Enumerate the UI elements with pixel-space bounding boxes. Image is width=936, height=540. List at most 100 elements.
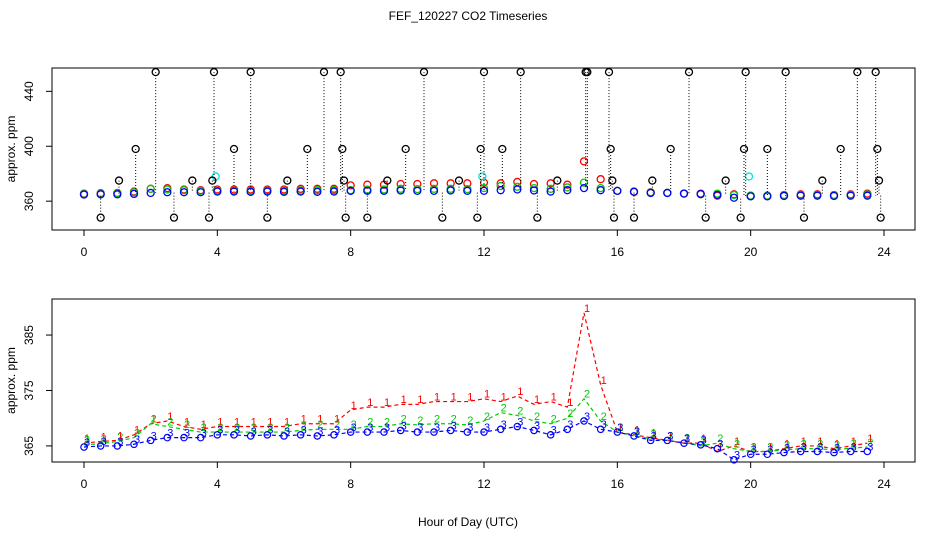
- x-tick-label: 12: [477, 477, 491, 491]
- point: [679, 189, 689, 198]
- marker: 3: [517, 416, 523, 428]
- marker: 1: [667, 430, 673, 442]
- marker: 3: [667, 430, 673, 442]
- point: [609, 213, 619, 222]
- point: [546, 179, 555, 188]
- point: [780, 448, 788, 457]
- point: [438, 213, 447, 222]
- marker: 1: [417, 394, 423, 406]
- y-tick-label: 400: [22, 136, 36, 156]
- point: [296, 431, 305, 439]
- point: [113, 442, 122, 450]
- marker: 2: [84, 435, 90, 447]
- point: [96, 442, 105, 450]
- point: [146, 436, 155, 445]
- point: [80, 443, 88, 451]
- point: [729, 190, 739, 200]
- marker: 1: [517, 386, 523, 398]
- x-tick-label: 12: [477, 245, 491, 259]
- marker: 3: [217, 425, 223, 437]
- marker: 3: [851, 441, 857, 453]
- marker: 3: [351, 422, 357, 434]
- y-tick-label: 360: [22, 191, 36, 211]
- point: [163, 188, 172, 197]
- marker: 3: [751, 444, 757, 456]
- marker: 1: [817, 436, 823, 448]
- x-tick-label: 8: [347, 477, 354, 491]
- marker: 1: [84, 433, 90, 445]
- marker: 1: [567, 397, 573, 409]
- point: [646, 188, 655, 198]
- point: [396, 426, 405, 435]
- point: [329, 187, 339, 196]
- point: [763, 144, 772, 154]
- point: [513, 422, 522, 431]
- marker: 3: [134, 434, 140, 446]
- point: [479, 67, 489, 77]
- point: [396, 186, 405, 195]
- marker: 3: [651, 430, 657, 442]
- marker: 1: [767, 441, 773, 453]
- point: [180, 433, 188, 442]
- point: [263, 187, 272, 196]
- point: [579, 183, 589, 193]
- marker: 1: [201, 419, 207, 431]
- marker: 2: [801, 439, 807, 451]
- marker: 3: [717, 439, 723, 451]
- marker: 2: [284, 422, 290, 434]
- marker: 1: [634, 425, 640, 437]
- marker: 2: [184, 419, 190, 431]
- marker: 1: [334, 414, 340, 426]
- marker: 3: [117, 436, 123, 448]
- point: [283, 176, 292, 185]
- marker: 2: [534, 411, 540, 423]
- point: [96, 190, 105, 199]
- marker: 2: [784, 440, 790, 452]
- marker: 1: [684, 433, 690, 445]
- point: [663, 436, 672, 445]
- x-tick-label: 20: [744, 245, 758, 259]
- marker: 1: [234, 416, 240, 428]
- marker: 2: [167, 416, 173, 428]
- marker: 3: [634, 426, 640, 438]
- point: [613, 428, 622, 436]
- marker: 1: [151, 414, 157, 426]
- point: [721, 176, 730, 185]
- point: [830, 448, 838, 457]
- marker: 1: [301, 414, 307, 426]
- point: [684, 67, 694, 77]
- marker: 3: [567, 419, 573, 431]
- point: [680, 439, 688, 447]
- x-tick-label: 20: [744, 477, 758, 491]
- marker: 1: [551, 391, 557, 403]
- point: [701, 213, 710, 222]
- point: [813, 447, 822, 456]
- marker: 3: [551, 425, 557, 437]
- point: [596, 175, 605, 184]
- point: [666, 144, 675, 154]
- point: [818, 176, 827, 185]
- y-axis-label: approx. ppm: [4, 116, 18, 183]
- x-tick-label: 0: [81, 477, 88, 491]
- marker: 3: [334, 425, 340, 437]
- point: [530, 426, 538, 435]
- x-tick-label: 4: [214, 477, 221, 491]
- marker: 2: [151, 414, 157, 426]
- marker: 1: [784, 439, 790, 451]
- x-tick-label: 16: [611, 477, 625, 491]
- marker: 1: [401, 394, 407, 406]
- marker: 1: [467, 391, 473, 403]
- marker: 2: [301, 420, 307, 432]
- marker: 3: [201, 428, 207, 440]
- point: [346, 186, 355, 196]
- marker: 2: [317, 419, 323, 431]
- point: [146, 188, 155, 198]
- point: [799, 213, 809, 222]
- point: [230, 431, 238, 439]
- marker: 2: [417, 415, 423, 427]
- marker: 3: [234, 425, 240, 437]
- point: [713, 444, 722, 453]
- point: [873, 144, 882, 154]
- marker: 2: [201, 422, 207, 434]
- marker: 3: [167, 428, 173, 440]
